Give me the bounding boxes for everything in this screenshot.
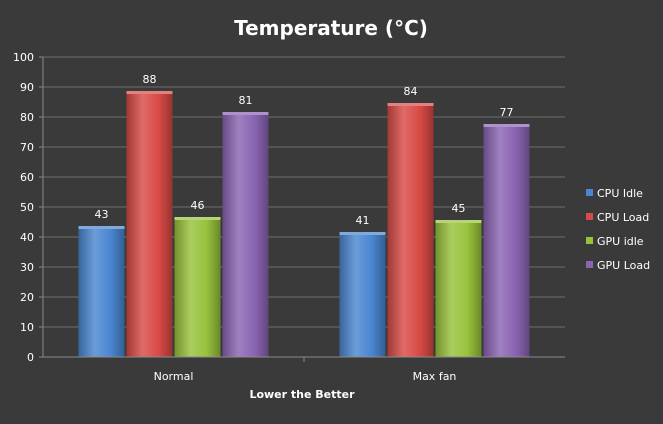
bar-cap — [339, 232, 386, 235]
y-tick-label: 70 — [20, 141, 34, 154]
data-label: 41 — [356, 214, 370, 227]
y-tick-label: 20 — [20, 291, 34, 304]
x-tick-label: Max fan — [413, 370, 457, 383]
data-label: 45 — [452, 202, 466, 215]
bar-cpu-load-normal — [126, 93, 173, 357]
bar-cap — [222, 112, 269, 115]
chart-title: Temperature (°C) — [234, 16, 428, 40]
legend-label: GPU idle — [597, 235, 644, 248]
y-tick-label: 40 — [20, 231, 34, 244]
y-tick-label: 100 — [13, 51, 34, 64]
y-tick-label: 80 — [20, 111, 34, 124]
bar-gpu-load-normal — [222, 114, 269, 357]
bar-gpu-load-max-fan — [483, 126, 530, 357]
data-label: 88 — [143, 73, 157, 86]
bar-cap — [174, 217, 221, 220]
data-label: 46 — [191, 199, 205, 212]
x-axis-tick-labels: Normal Max fan — [154, 370, 457, 383]
y-tick-label: 50 — [20, 201, 34, 214]
bars-group — [78, 91, 530, 357]
bar-cpu-idle-max-fan — [339, 234, 386, 357]
data-label: 84 — [404, 85, 418, 98]
legend-swatch — [586, 189, 593, 196]
legend-label: CPU Load — [597, 211, 649, 224]
bar-cap — [435, 220, 482, 223]
bar-cap — [78, 226, 125, 229]
bar-cap — [483, 124, 530, 127]
bar-cap — [126, 91, 173, 94]
legend-label: CPU Idle — [597, 187, 643, 200]
legend-label: GPU Load — [597, 259, 650, 272]
bar-gpu-idle-max-fan — [435, 222, 482, 357]
y-tick-label: 60 — [20, 171, 34, 184]
data-label: 43 — [95, 208, 109, 221]
legend-swatch — [586, 261, 593, 268]
y-tick-label: 10 — [20, 321, 34, 334]
bar-cpu-load-max-fan — [387, 105, 434, 357]
x-axis-label: Lower the Better — [249, 388, 355, 401]
data-label: 77 — [500, 106, 514, 119]
data-labels: 43 88 46 81 41 84 45 77 — [95, 73, 514, 227]
bar-cpu-idle-normal — [78, 228, 125, 357]
bar-cap — [387, 103, 434, 106]
y-tick-label: 0 — [27, 351, 34, 364]
y-axis-tick-labels: 0 10 20 30 40 50 60 70 80 90 100 — [13, 51, 34, 364]
y-tick-label: 30 — [20, 261, 34, 274]
data-label: 81 — [239, 94, 253, 107]
legend: CPU Idle CPU Load GPU idle GPU Load — [586, 187, 650, 272]
legend-swatch — [586, 237, 593, 244]
y-tick-label: 90 — [20, 81, 34, 94]
bar-gpu-idle-normal — [174, 219, 221, 357]
axes — [42, 57, 565, 362]
legend-swatch — [586, 213, 593, 220]
x-tick-label: Normal — [154, 370, 194, 383]
